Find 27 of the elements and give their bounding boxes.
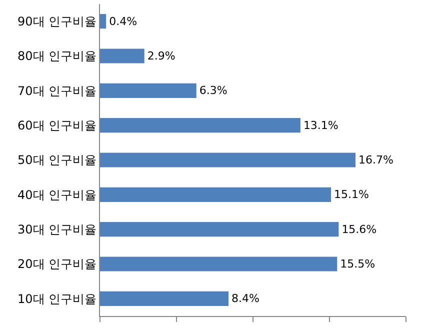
bar	[100, 187, 332, 202]
data-label: 6.3%	[199, 84, 228, 98]
bar	[100, 118, 300, 133]
y-tick-label: 70대 인구비율	[18, 84, 97, 98]
y-tick-label: 60대 인구비율	[18, 118, 97, 133]
data-label: 15.1%	[334, 188, 369, 202]
bar	[100, 83, 196, 98]
data-label: 15.6%	[342, 222, 377, 236]
y-tick-label: 80대 인구비율	[18, 49, 97, 64]
data-label: 15.5%	[340, 258, 376, 270]
bar	[100, 48, 144, 64]
bar	[100, 14, 106, 29]
data-label: 16.7%	[358, 154, 394, 166]
data-label: 8.4%	[232, 292, 260, 306]
bar	[100, 291, 229, 306]
bar	[100, 256, 338, 272]
data-label: 13.1%	[303, 118, 338, 132]
bar	[100, 152, 356, 168]
bar	[100, 222, 339, 237]
y-tick-label: 40대 인구비율	[18, 188, 97, 202]
y-tick-label: 10대 인구비율	[18, 292, 97, 306]
data-label: 2.9%	[147, 50, 176, 62]
y-tick-label: 50대 인구비율	[18, 153, 97, 168]
data-label: 0.4%	[109, 14, 138, 28]
y-tick-label: 90대 인구비율	[18, 14, 97, 29]
y-tick-label: 30대 인구비율	[18, 222, 97, 237]
y-tick-label: 20대 인구비율	[18, 257, 97, 272]
